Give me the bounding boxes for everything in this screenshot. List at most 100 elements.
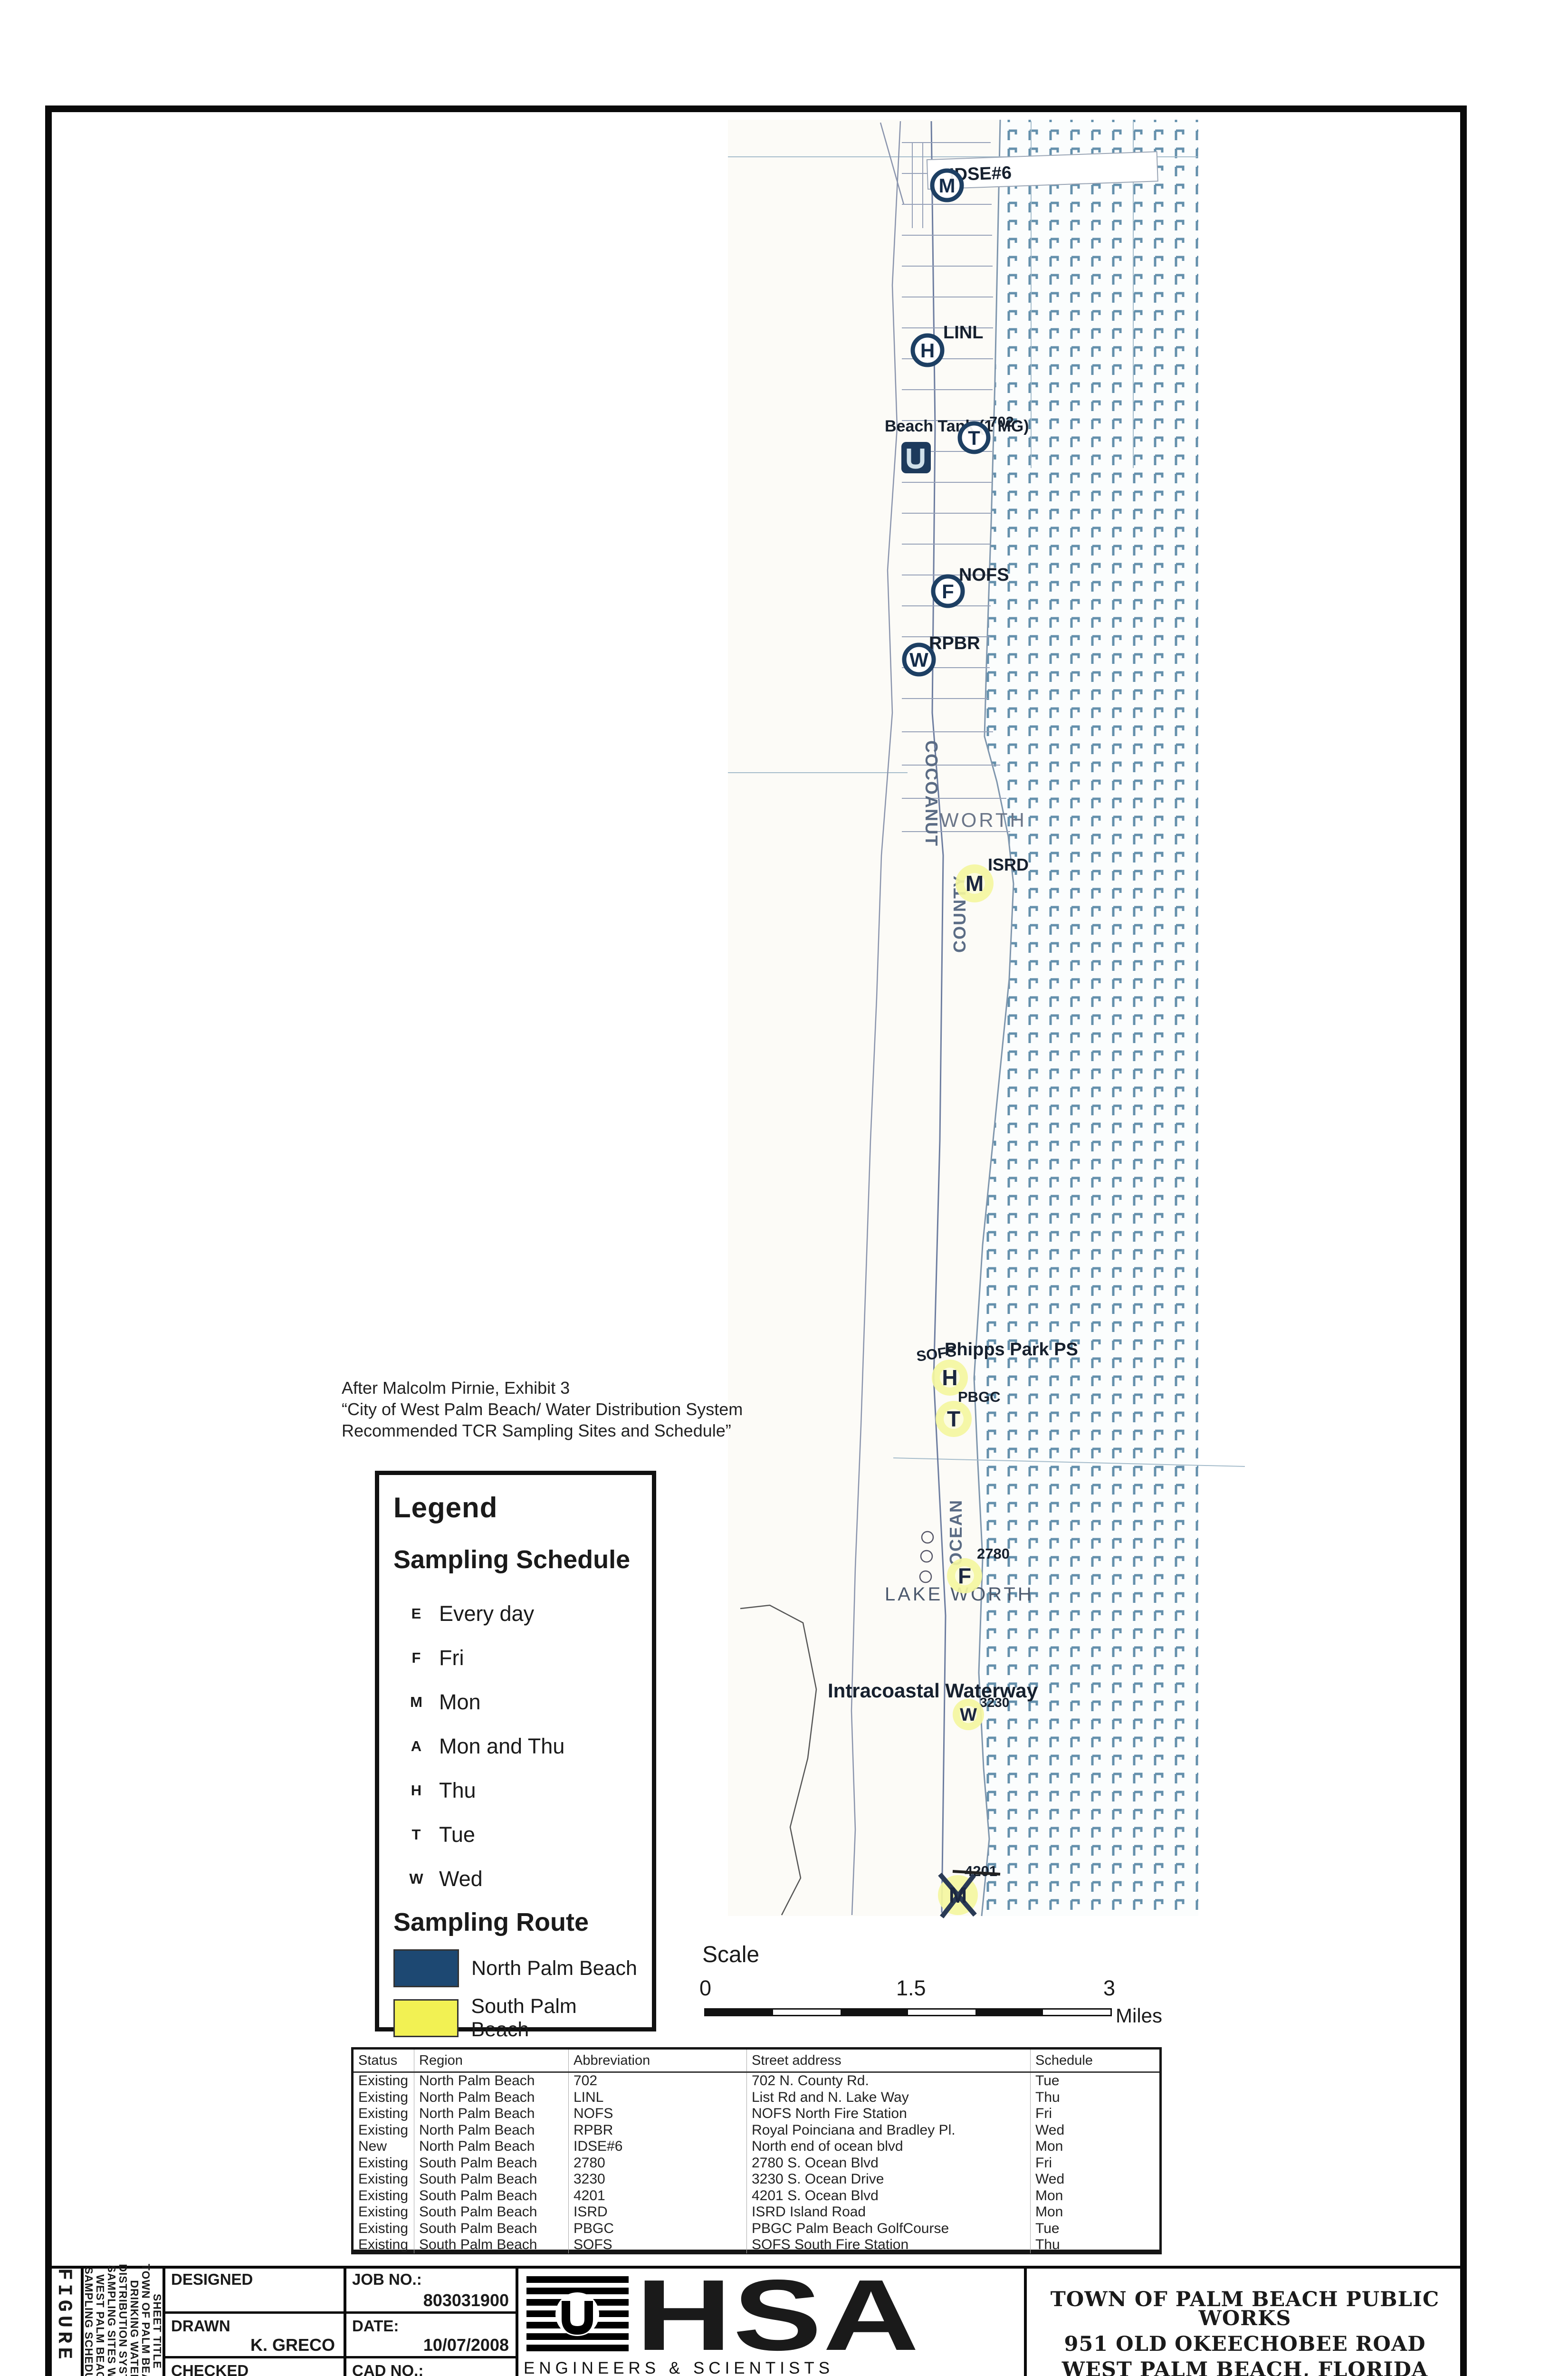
legend-item-label: Fri [439, 1645, 464, 1670]
south-route-label: South Palm Beach [471, 1995, 577, 2041]
isrd-label: ISRD [988, 855, 1029, 874]
pbgc-label: PBGC [958, 1389, 1001, 1405]
nofs-label: NOFS [959, 565, 1009, 585]
legend-schedule-item: M Mon [393, 1680, 640, 1724]
legend-route-south: South Palm Beach [393, 1995, 640, 2041]
linl-label: LINL [943, 323, 983, 343]
table-cell: List Rd and N. Lake Way [746, 2089, 1030, 2106]
coastline [973, 119, 1014, 1916]
table-cell: Existing [358, 2089, 409, 2105]
table-cell: 2780 S. Ocean Blvd [746, 2155, 1030, 2171]
table-cell: PBGC [568, 2220, 746, 2237]
table-cell: Existing [358, 2122, 409, 2138]
table-cell: South Palm Beach [414, 2155, 568, 2171]
section-line [893, 1457, 1245, 1467]
table-cell: 4201 S. Ocean Blvd [746, 2187, 1030, 2204]
hsa-logo-icon [526, 2276, 629, 2351]
table-cell: NOFS North Fire Station [746, 2106, 1030, 2122]
map-canvas: IDSE#6 M LINL H Beach Tank (1 MG) 702 T … [728, 119, 1245, 1919]
legend-item-code: F [411, 1649, 421, 1666]
titleblock-row-line [163, 2356, 518, 2358]
scale-tick-3: 3 [1103, 1976, 1116, 2000]
col-header-schedule: Schedule [1030, 2050, 1161, 2071]
legend-item-label: Every day [439, 1601, 535, 1626]
sheet-border-frame [45, 105, 1467, 2376]
3230-label: 3230 [980, 1695, 1009, 1710]
legend-item-code: H [411, 1782, 422, 1799]
table-row: Existing South Palm Beach 3230 3230 S. Ocea… [354, 2171, 1159, 2188]
svg-text:T: T [968, 427, 980, 449]
table-cell: NOFS [568, 2106, 746, 2122]
scale-tick-1.5: 1.5 [896, 1976, 926, 2000]
idse6-label-band: IDSE#6 [926, 151, 1158, 190]
intracoastal-label: Intracoastal Waterway [828, 1679, 1038, 1702]
svg-text:W: W [909, 649, 928, 671]
mainland-shore [740, 1604, 817, 1916]
col-header-abbreviation: Abbreviation [568, 2050, 746, 2071]
table-cell: Fri [1030, 2155, 1161, 2171]
svg-text:W: W [960, 1705, 977, 1725]
svg-text:T: T [947, 1407, 960, 1431]
company-name: HSA [636, 2259, 920, 2371]
land [728, 120, 1013, 1916]
table-body: Existing North Palm Beach 702 702 N. County… [354, 2073, 1159, 2253]
marker-idse6-mon: M [930, 168, 964, 202]
table-cell: Existing [358, 2106, 409, 2122]
marker-pbgc-tue: T [936, 1401, 972, 1437]
4201-road-tick [952, 1870, 1001, 1876]
legend-item-label: Wed [439, 1866, 483, 1891]
table-cell: RPBR [568, 2122, 746, 2138]
legend-item-code: W [409, 1870, 423, 1887]
table-cell: South Palm Beach [414, 2204, 568, 2221]
table-cell: Mon [1030, 2187, 1161, 2204]
table-cell: Existing [358, 2220, 409, 2236]
table-cell: ISRD Island Road [746, 2204, 1030, 2221]
legend-route-title: Sampling Route [393, 1908, 589, 1936]
cad-no-label: CAD NO.: [352, 2362, 424, 2376]
legend-schedule-item: A Mon and Thu [393, 1724, 640, 1768]
source-note-line: Recommended TCR Sampling Sites and Sched… [342, 1421, 731, 1440]
legend-item-label: Tue [439, 1822, 475, 1847]
legend-schedule-item: H Thu [393, 1768, 640, 1812]
table-cell: Existing [358, 2171, 409, 2187]
table-row: Existing South Palm Beach 4201 4201 S. Ocea… [354, 2187, 1161, 2204]
table-cell: PBGC Palm Beach GolfCourse [746, 2220, 1030, 2237]
client-line: WEST PALM BEACH, FLORIDA [1061, 2358, 1428, 2376]
scale-title: Scale [702, 1942, 760, 1967]
designed-label: DESIGNED [171, 2271, 253, 2288]
table-row: Existing North Palm Beach RPBR Royal Poinci… [354, 2122, 1159, 2138]
marker-702-tue: T [957, 421, 991, 454]
table-cell: South Palm Beach [414, 2187, 568, 2204]
legend-schedule-item: T Tue [393, 1812, 640, 1857]
south-route-swatch [393, 1999, 459, 2037]
beach-tank-label: Beach Tank (1 MG) [885, 417, 1029, 435]
source-note: After Malcolm Pirnie, Exhibit 3 “City of… [342, 1377, 743, 1441]
table-cell: IDSE#6 [568, 2138, 746, 2155]
sheet-title-text: SHEET TITLE TOWN OF PALM BEACH DRINKING … [83, 2263, 163, 2376]
col-header-street-address: Street address [746, 2050, 1030, 2071]
marker-sofs-thu: H [932, 1360, 968, 1396]
job-no-label: JOB NO.: [352, 2271, 422, 2288]
table-cell: Royal Poinciana and Bradley Pl. [746, 2122, 1030, 2138]
legend-schedule-item: F Fri [393, 1636, 640, 1680]
marker-3230-wed: W [953, 1699, 984, 1730]
table-cell: New [358, 2138, 387, 2155]
table-cell: Tue [1030, 2220, 1161, 2237]
table-cell: Thu [1030, 2237, 1161, 2253]
scale-unit: Miles [1116, 2004, 1163, 2027]
table-cell: North Palm Beach [414, 2073, 568, 2089]
legend-item-code: T [411, 1826, 421, 1843]
table-cell: South Palm Beach [414, 2237, 568, 2253]
titleblock-top-line [52, 2266, 1460, 2269]
col-header-status: Status [358, 2052, 398, 2068]
table-cell: LINL [568, 2089, 746, 2106]
titleblock-vline [344, 2266, 346, 2376]
titleblock-vline [516, 2266, 518, 2376]
table-cell: Mon [1030, 2138, 1161, 2155]
table-cell: 4201 [568, 2187, 746, 2204]
marker-rpbr-wed: W [902, 642, 936, 677]
legend-schedule-title: Sampling Schedule [393, 1545, 631, 1574]
table-cell: Thu [1030, 2089, 1161, 2106]
source-note-line: After Malcolm Pirnie, Exhibit 3 [342, 1378, 570, 1398]
client-line: TOWN OF PALM BEACH PUBLIC WORKS [1050, 2288, 1440, 2330]
